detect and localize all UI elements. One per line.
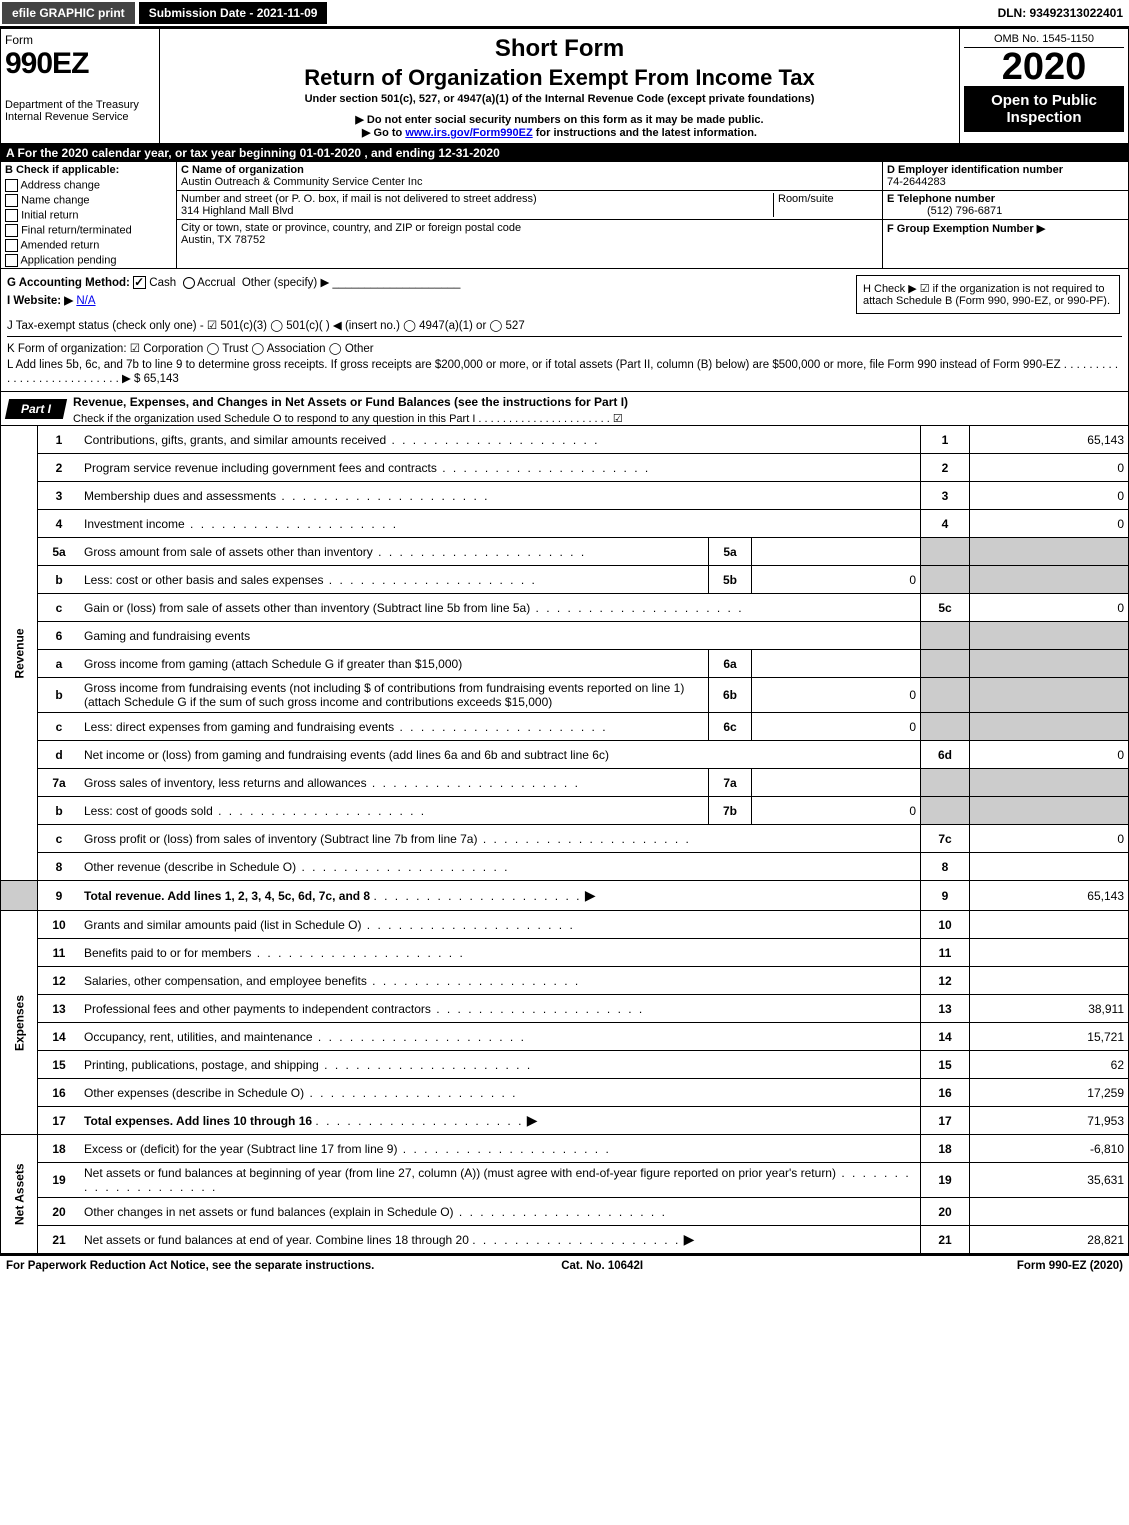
dln-label: DLN: 93492313022401 xyxy=(998,6,1129,20)
room-suite-label: Room/suite xyxy=(773,193,878,217)
row-9: 9Total revenue. Add lines 1, 2, 3, 4, 5c… xyxy=(1,881,1129,911)
box-b-checklist: Address change Name change Initial retur… xyxy=(1,178,176,268)
row-6: 6Gaming and fundraising events xyxy=(1,622,1129,650)
row-17: 17Total expenses. Add lines 10 through 1… xyxy=(1,1107,1129,1135)
box-b: B Check if applicable: Address change Na… xyxy=(1,162,177,268)
tax-year: 2020 xyxy=(964,48,1124,86)
line-i: I Website: ▶ N/A xyxy=(7,291,854,309)
irs-link[interactable]: www.irs.gov/Form990EZ xyxy=(405,127,532,139)
line-k: K Form of organization: ☑ Corporation ◯ … xyxy=(7,336,1122,357)
row-15: 15Printing, publications, postage, and s… xyxy=(1,1051,1129,1079)
header-right: OMB No. 1545-1150 2020 Open to Public In… xyxy=(960,29,1128,143)
row-1: Revenue 1 Contributions, gifts, grants, … xyxy=(1,426,1129,454)
row-13: 13Professional fees and other payments t… xyxy=(1,995,1129,1023)
box-b-title: B Check if applicable: xyxy=(5,164,119,176)
row-7a: 7aGross sales of inventory, less returns… xyxy=(1,769,1129,797)
website-value[interactable]: N/A xyxy=(76,295,95,307)
dept-label: Department of the Treasury xyxy=(5,99,155,111)
section-expenses: Expenses xyxy=(1,911,38,1135)
box-def: D Employer identification number 74-2644… xyxy=(883,162,1128,268)
part1-label: Part I xyxy=(5,399,67,419)
footer-right: Form 990-EZ (2020) xyxy=(1017,1260,1123,1272)
ein-value: 74-2644283 xyxy=(887,176,946,188)
subtitle: Under section 501(c), 527, or 4947(a)(1)… xyxy=(168,93,951,105)
efile-print-button[interactable]: efile GRAPHIC print xyxy=(2,2,135,24)
form-header: Form 990EZ Department of the Treasury In… xyxy=(0,27,1129,144)
page-footer: For Paperwork Reduction Act Notice, see … xyxy=(0,1254,1129,1276)
main-title: Return of Organization Exempt From Incom… xyxy=(168,65,951,91)
check-address-change[interactable]: Address change xyxy=(1,178,176,193)
check-final-return[interactable]: Final return/terminated xyxy=(1,223,176,238)
line-a-bar: A For the 2020 calendar year, or tax yea… xyxy=(0,144,1129,162)
row-8: 8Other revenue (describe in Schedule O)8 xyxy=(1,853,1129,881)
box-c-city-label: City or town, state or province, country… xyxy=(181,222,521,234)
phone-value: (512) 796-6871 xyxy=(887,205,1002,217)
part1-note: Check if the organization used Schedule … xyxy=(65,412,1128,425)
header-center: Short Form Return of Organization Exempt… xyxy=(160,29,960,143)
row-4: 4Investment income40 xyxy=(1,510,1129,538)
check-amended-return[interactable]: Amended return xyxy=(1,238,176,253)
row-12: 12Salaries, other compensation, and empl… xyxy=(1,967,1129,995)
box-c-addr-label: Number and street (or P. O. box, if mail… xyxy=(181,193,537,205)
part1-header: Part I Revenue, Expenses, and Changes in… xyxy=(0,392,1129,426)
row-3: 3Membership dues and assessments30 xyxy=(1,482,1129,510)
row-18: Net Assets 18Excess or (deficit) for the… xyxy=(1,1135,1129,1163)
part1-title: Revenue, Expenses, and Changes in Net As… xyxy=(65,392,1128,412)
check-cash[interactable] xyxy=(133,276,146,289)
row-7b: bLess: cost of goods sold7b0 xyxy=(1,797,1129,825)
row-14: 14Occupancy, rent, utilities, and mainte… xyxy=(1,1023,1129,1051)
row-11: 11Benefits paid to or for members11 xyxy=(1,939,1129,967)
box-h: H Check ▶ ☑ if the organization is not r… xyxy=(856,275,1120,314)
org-city: Austin, TX 78752 xyxy=(181,234,265,246)
form-word: Form xyxy=(5,33,155,47)
line-g: G Accounting Method: Cash Accrual Other … xyxy=(7,273,854,291)
box-d-label: D Employer identification number xyxy=(887,164,1063,176)
row-5b: bLess: cost or other basis and sales exp… xyxy=(1,566,1129,594)
row-21: 21Net assets or fund balances at end of … xyxy=(1,1226,1129,1254)
check-initial-return[interactable]: Initial return xyxy=(1,208,176,223)
org-name: Austin Outreach & Community Service Cent… xyxy=(181,176,422,188)
row-2: 2Program service revenue including gover… xyxy=(1,454,1129,482)
goto-suffix: for instructions and the latest informat… xyxy=(533,127,757,139)
footer-catno: Cat. No. 10642I xyxy=(561,1260,643,1272)
row-20: 20Other changes in net assets or fund ba… xyxy=(1,1198,1129,1226)
row-6a: aGross income from gaming (attach Schedu… xyxy=(1,650,1129,678)
goto-line: ▶ Go to www.irs.gov/Form990EZ for instru… xyxy=(168,126,951,139)
box-c: C Name of organization Austin Outreach &… xyxy=(177,162,883,268)
box-c-name-label: C Name of organization xyxy=(181,164,304,176)
row-5a: 5aGross amount from sale of assets other… xyxy=(1,538,1129,566)
radio-accrual[interactable] xyxy=(183,277,195,289)
row-6c: cLess: direct expenses from gaming and f… xyxy=(1,713,1129,741)
header-left: Form 990EZ Department of the Treasury In… xyxy=(1,29,160,143)
row-19: 19Net assets or fund balances at beginni… xyxy=(1,1163,1129,1198)
check-application-pending[interactable]: Application pending xyxy=(1,253,176,268)
box-f-label: F Group Exemption Number ▶ xyxy=(887,223,1045,235)
row-10: Expenses 10Grants and similar amounts pa… xyxy=(1,911,1129,939)
footer-left: For Paperwork Reduction Act Notice, see … xyxy=(6,1260,374,1272)
org-street: 314 Highland Mall Blvd xyxy=(181,205,294,217)
part1-table: Revenue 1 Contributions, gifts, grants, … xyxy=(0,426,1129,1254)
line-l: L Add lines 5b, 6c, and 7b to line 9 to … xyxy=(7,357,1122,387)
info-grid: B Check if applicable: Address change Na… xyxy=(0,162,1129,269)
box-e-label: E Telephone number xyxy=(887,193,995,205)
short-form-title: Short Form xyxy=(168,35,951,63)
row-6b: bGross income from fundraising events (n… xyxy=(1,678,1129,713)
submission-date-badge: Submission Date - 2021-11-09 xyxy=(139,2,328,24)
row-5c: cGain or (loss) from sale of assets othe… xyxy=(1,594,1129,622)
line-j: J Tax-exempt status (check only one) - ☑… xyxy=(7,316,1122,334)
check-name-change[interactable]: Name change xyxy=(1,193,176,208)
open-to-public-badge: Open to Public Inspection xyxy=(964,86,1124,132)
irs-label: Internal Revenue Service xyxy=(5,111,155,123)
form-number: 990EZ xyxy=(5,47,155,81)
row-7c: cGross profit or (loss) from sales of in… xyxy=(1,825,1129,853)
row-6d: dNet income or (loss) from gaming and fu… xyxy=(1,741,1129,769)
top-bar: efile GRAPHIC print Submission Date - 20… xyxy=(0,0,1129,27)
meta-block: G Accounting Method: Cash Accrual Other … xyxy=(0,269,1129,392)
row-16: 16Other expenses (describe in Schedule O… xyxy=(1,1079,1129,1107)
ssn-warning: ▶ Do not enter social security numbers o… xyxy=(168,113,951,126)
section-netassets: Net Assets xyxy=(1,1135,38,1254)
goto-prefix: ▶ Go to xyxy=(362,127,405,139)
section-revenue: Revenue xyxy=(1,426,38,881)
